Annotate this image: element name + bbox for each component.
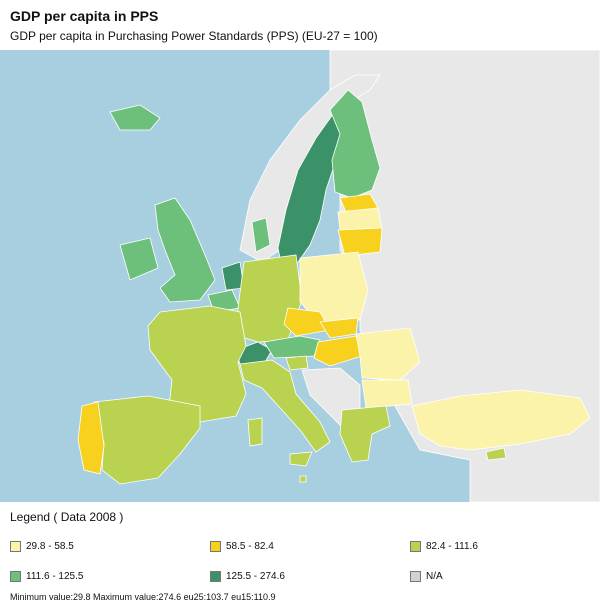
cyprus[interactable] [485,447,507,461]
united-kingdom[interactable] [154,197,216,303]
ireland[interactable] [119,237,159,281]
legend-label: 125.5 - 274.6 [226,571,285,582]
legend-label: 29.8 - 58.5 [26,541,74,552]
legend-title: Legend ( Data 2008 ) [10,510,124,524]
legend-item-6: N/A [410,571,443,582]
europe-map[interactable] [0,50,600,502]
legend-swatch [210,541,221,552]
legend-item-5: 125.5 - 274.6 [210,571,285,582]
legend-swatch [410,541,421,552]
finland[interactable] [329,89,381,199]
legend-swatch [210,571,221,582]
legend-swatch [410,571,421,582]
bulgaria[interactable] [361,379,413,409]
legend-swatch [10,541,21,552]
denmark[interactable] [251,217,271,253]
map-subtitle: GDP per capita in Purchasing Power Stand… [10,29,378,43]
czech-republic[interactable] [283,307,331,337]
malta[interactable] [299,475,307,483]
iceland [109,104,161,131]
legend-label: N/A [426,571,443,582]
latvia[interactable] [337,207,383,231]
france[interactable] [147,305,247,423]
legend-item-1: 29.8 - 58.5 [10,541,74,552]
sicily[interactable] [289,451,313,467]
legend-item-2: 58.5 - 82.4 [210,541,274,552]
sardinia[interactable] [247,417,263,447]
footer-stats: Minimum value:29.8 Maximum value:274.6 e… [10,592,276,602]
slovenia[interactable] [285,355,309,371]
lithuania[interactable] [337,227,383,257]
legend-label: 111.6 - 125.5 [26,571,84,582]
portugal[interactable] [77,401,105,475]
legend-item-4: 111.6 - 125.5 [10,571,83,582]
hungary[interactable] [313,335,363,367]
poland[interactable] [299,251,369,323]
italy[interactable] [239,359,331,453]
legend-item-3: 82.4 - 111.6 [410,541,478,552]
legend-label: 82.4 - 111.6 [426,541,478,552]
greece[interactable] [339,405,391,463]
map-title: GDP per capita in PPS [10,8,159,24]
turkey[interactable] [411,389,591,451]
legend-swatch [10,571,21,582]
legend-label: 58.5 - 82.4 [226,541,274,552]
